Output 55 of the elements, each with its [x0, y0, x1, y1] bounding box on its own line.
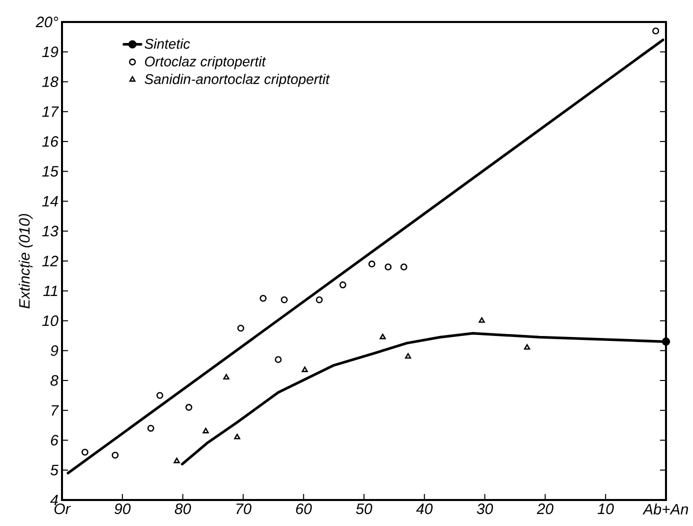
y-tick-label: 5 — [50, 464, 58, 476]
x-tick-label: 20 — [536, 504, 554, 514]
point — [185, 404, 192, 411]
legend-label: Ortoclaz criptopertit — [145, 56, 266, 70]
y-tick-label: 11 — [43, 286, 58, 296]
legend-label: Sanidin-anortoclaz criptopertit — [144, 74, 330, 87]
y-tick-label: 16 — [42, 136, 58, 147]
y-tick-label: 20° — [36, 16, 58, 28]
point — [339, 281, 346, 288]
point — [82, 448, 88, 456]
point — [112, 452, 119, 459]
x-tick-label: 10 — [598, 504, 614, 514]
y-tick-label: 10 — [42, 315, 58, 326]
x-tick-label: 50 — [356, 504, 372, 514]
x-tick-label: 80 — [174, 504, 192, 514]
y-tick-label: 18 — [42, 76, 58, 88]
y-tick-label: 19 — [42, 46, 58, 58]
x-tick-label: Ab+An — [642, 504, 688, 515]
point — [156, 392, 164, 399]
point — [274, 356, 282, 364]
y-tick-label: 17 — [42, 106, 59, 117]
y-tick-label: 6 — [50, 434, 58, 446]
point — [237, 324, 244, 332]
point — [380, 334, 386, 340]
point — [202, 428, 209, 434]
y-tick-label: 14 — [42, 196, 58, 206]
y-tick-label: 9 — [50, 345, 58, 356]
point — [368, 260, 376, 268]
point — [147, 424, 154, 432]
y-tick-label: 15 — [42, 166, 58, 177]
point — [174, 458, 180, 464]
y-tick-label: 7 — [52, 405, 59, 416]
point — [524, 344, 530, 350]
point — [662, 338, 670, 346]
point — [478, 317, 485, 323]
y-tick-label: 13 — [42, 226, 58, 236]
point — [234, 434, 240, 440]
y-tick-label: 8 — [50, 375, 58, 386]
x-tick-label: 40 — [416, 504, 433, 514]
point — [316, 296, 323, 304]
y-tick-label: 4 — [50, 494, 58, 506]
legend-label: Sintetic — [144, 38, 190, 49]
x-tick-label: 70 — [236, 504, 252, 514]
point — [652, 28, 660, 34]
x-tick-label: 60 — [296, 504, 312, 514]
point — [400, 264, 408, 270]
point — [405, 353, 412, 359]
x-tick-label: 90 — [114, 504, 131, 514]
x-tick-label: 30 — [476, 504, 494, 514]
point — [260, 294, 267, 302]
y-axis-title: Extincție (010) — [18, 214, 33, 308]
x-tick-label: Or — [54, 504, 71, 514]
point — [280, 296, 288, 304]
point — [384, 264, 392, 270]
y-tick-label: 12 — [42, 256, 58, 266]
